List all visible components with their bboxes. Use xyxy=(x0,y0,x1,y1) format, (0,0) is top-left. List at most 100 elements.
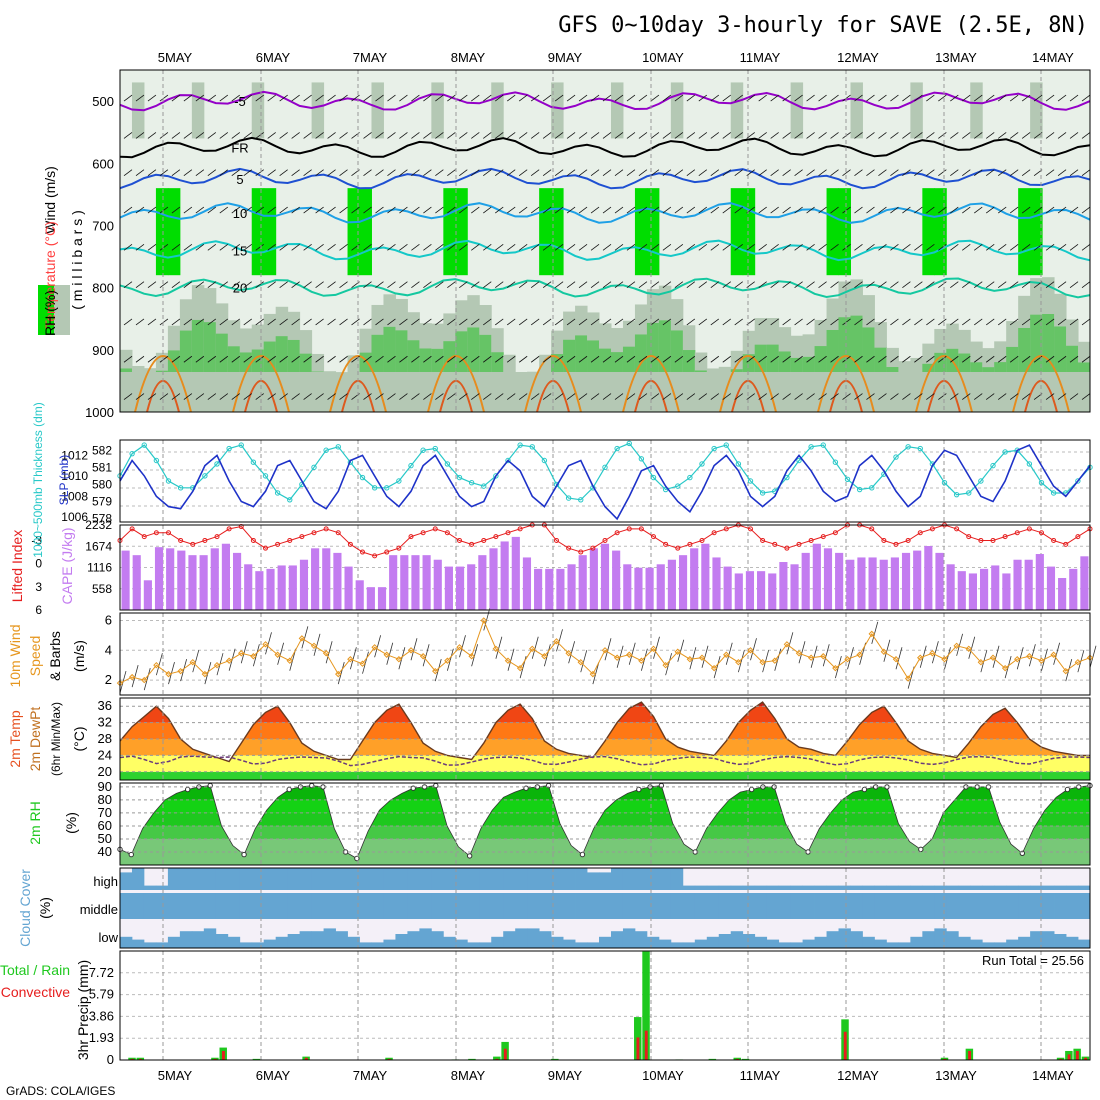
lifted-index-point xyxy=(250,537,256,543)
lifted-index-point xyxy=(929,526,935,532)
wind-barb xyxy=(171,244,181,251)
temperature-contour xyxy=(524,355,582,413)
cloud-cell-high xyxy=(874,885,887,890)
precip-conv-bar xyxy=(735,1058,739,1060)
wind-barb xyxy=(387,244,396,251)
cloud-cell-middle xyxy=(263,893,277,919)
cloud-cell-low xyxy=(503,931,516,948)
lifted-index-point xyxy=(832,530,838,536)
cloud-cell-low xyxy=(982,942,995,948)
wind-barb xyxy=(471,644,479,667)
wind-speed-point xyxy=(601,647,609,654)
wind-barb xyxy=(219,132,229,139)
wind-barb xyxy=(926,94,935,102)
thickness-label: 1000~500mb Thickness (dm) xyxy=(31,402,45,558)
wind-speed-point xyxy=(492,645,500,652)
wind-barb xyxy=(183,393,193,400)
precip-tick-label: 3.86 xyxy=(89,1008,114,1023)
wind-barb xyxy=(628,642,636,665)
thickness-tick-label: 578 xyxy=(92,512,112,526)
wind-speed-label: Speed xyxy=(27,636,43,676)
rh-cell xyxy=(934,188,947,276)
wind-speed-point xyxy=(965,645,972,652)
cape-bar xyxy=(277,565,286,610)
rh-cell xyxy=(646,322,660,372)
rh-tick-label: 80 xyxy=(98,792,112,807)
cloud-cell-middle xyxy=(922,893,935,919)
rh-cell xyxy=(167,350,181,372)
wind-speed-point xyxy=(335,670,342,678)
wind-barb xyxy=(746,355,755,363)
cloud-cell-middle xyxy=(610,893,624,919)
wind-barb xyxy=(531,636,539,659)
top-date-label: 10MAY xyxy=(642,50,684,65)
wind-barb xyxy=(1081,281,1091,288)
wind-speed-point xyxy=(468,653,475,660)
wind-barb xyxy=(291,281,300,288)
wind-barb xyxy=(351,318,360,326)
top-date-axis: 5MAY 6MAY 7MAY 8MAY 9MAY 10MAY 11MAY 12MAY 13MAY… xyxy=(158,50,1074,65)
wind-barb xyxy=(962,244,971,251)
wind-barb xyxy=(542,318,552,326)
cloud-cell-middle xyxy=(143,893,157,919)
cloud-cell-middle xyxy=(658,893,672,919)
wind-barb xyxy=(890,318,899,326)
rh-cell xyxy=(143,368,157,412)
rh-cell xyxy=(1018,188,1031,276)
lifted-index-point xyxy=(1014,530,1020,536)
rh-cell xyxy=(275,336,289,372)
wind-barb xyxy=(423,393,432,400)
wind-barb xyxy=(950,244,959,251)
thickness-point xyxy=(675,483,681,489)
wind-barb xyxy=(494,318,504,326)
cloud-cell-high xyxy=(371,868,384,890)
wind-barb xyxy=(459,281,468,288)
wind-barb xyxy=(842,355,851,363)
wind-barb xyxy=(375,132,384,139)
cloud-cell-high xyxy=(131,868,145,890)
cape-bar xyxy=(154,547,164,610)
cape-bar xyxy=(288,565,297,610)
cloud-cell-middle xyxy=(527,893,540,919)
wind-barb xyxy=(327,355,336,363)
wind-barb xyxy=(698,132,708,139)
wind-barb xyxy=(1045,393,1055,400)
wind-barb xyxy=(758,169,767,177)
wind-barb xyxy=(231,393,241,400)
cape-bar xyxy=(333,552,342,610)
cloud-cell-low xyxy=(742,934,756,948)
top-date-label: 9MAY xyxy=(548,50,583,65)
rh-cell xyxy=(479,334,492,372)
wind-barb xyxy=(315,169,324,177)
wind-speed-point xyxy=(820,653,827,660)
slp-tick-label: 1012 xyxy=(61,448,88,462)
wind-barb xyxy=(291,355,300,363)
cloud-cell-high xyxy=(1054,885,1067,890)
cloud-cell-high xyxy=(407,868,420,890)
cloud-cell-low xyxy=(790,942,803,948)
li-tick-label: 6 xyxy=(35,603,42,617)
cape-bar xyxy=(143,580,152,610)
lifted-index-point xyxy=(372,553,378,559)
wind-barb xyxy=(590,206,600,214)
precip-total-bar xyxy=(708,1058,717,1060)
precip-tick-label: 0 xyxy=(107,1052,114,1067)
wind-barb xyxy=(938,318,947,326)
wind-barb xyxy=(1009,206,1019,214)
wind-barb xyxy=(854,244,863,251)
cape-bar xyxy=(846,559,855,610)
rh-cell xyxy=(539,188,552,276)
rh-cell xyxy=(718,366,732,412)
wind-10m-label: 10m Wind xyxy=(7,624,23,687)
cloud-cell-middle xyxy=(1066,893,1079,919)
thickness-point xyxy=(468,480,475,486)
precip-conv-bar xyxy=(636,1037,640,1060)
wind-barb xyxy=(375,393,384,400)
wind-barb xyxy=(447,206,456,214)
wind-speed-point xyxy=(735,658,742,666)
cloud-cell-low xyxy=(910,936,923,948)
wind-barb xyxy=(758,132,767,139)
wind-barb xyxy=(435,318,444,326)
rh-cell xyxy=(491,82,504,139)
